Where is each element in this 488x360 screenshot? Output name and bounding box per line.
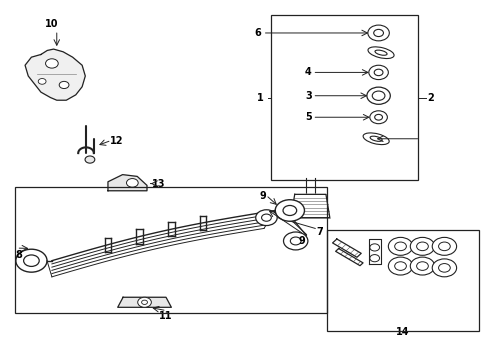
Text: 4: 4: [305, 67, 311, 77]
Circle shape: [387, 257, 412, 275]
Circle shape: [283, 232, 307, 250]
Polygon shape: [332, 239, 361, 257]
Circle shape: [438, 242, 449, 251]
Text: 13: 13: [152, 179, 165, 189]
Bar: [15, 187, 327, 313]
Text: 6: 6: [254, 28, 261, 38]
Circle shape: [394, 262, 406, 270]
Text: 14: 14: [395, 327, 409, 337]
Text: 2: 2: [427, 93, 433, 103]
Circle shape: [275, 200, 304, 221]
Circle shape: [369, 255, 379, 262]
Bar: [327, 230, 478, 330]
Circle shape: [369, 244, 379, 251]
Text: 9: 9: [298, 235, 304, 246]
Polygon shape: [108, 175, 147, 191]
Circle shape: [438, 264, 449, 272]
Circle shape: [23, 255, 39, 266]
Text: 11: 11: [159, 311, 172, 321]
Circle shape: [394, 242, 406, 251]
Text: 10: 10: [45, 19, 59, 30]
Circle shape: [431, 259, 456, 277]
Circle shape: [38, 78, 46, 84]
Text: 5: 5: [305, 112, 311, 122]
Polygon shape: [290, 194, 329, 218]
Bar: [271, 15, 417, 180]
Circle shape: [126, 179, 138, 187]
Text: 7: 7: [316, 227, 323, 237]
Circle shape: [138, 297, 151, 307]
Circle shape: [16, 249, 47, 272]
Circle shape: [387, 237, 412, 255]
Circle shape: [45, 59, 58, 68]
Circle shape: [431, 237, 456, 255]
Circle shape: [409, 257, 434, 275]
Circle shape: [416, 262, 427, 270]
Polygon shape: [335, 248, 362, 266]
Text: 12: 12: [110, 136, 123, 146]
Polygon shape: [368, 239, 380, 264]
Circle shape: [142, 300, 147, 305]
Circle shape: [59, 81, 69, 89]
Text: 9: 9: [259, 191, 266, 201]
Text: 1: 1: [257, 93, 264, 103]
Polygon shape: [118, 297, 171, 307]
Circle shape: [283, 206, 296, 216]
Circle shape: [261, 214, 271, 221]
Text: 3: 3: [305, 91, 311, 101]
Circle shape: [85, 156, 95, 163]
Circle shape: [255, 210, 277, 226]
Circle shape: [290, 237, 301, 245]
Circle shape: [409, 237, 434, 255]
Circle shape: [416, 242, 427, 251]
Polygon shape: [25, 49, 85, 100]
Text: 8: 8: [16, 250, 22, 260]
